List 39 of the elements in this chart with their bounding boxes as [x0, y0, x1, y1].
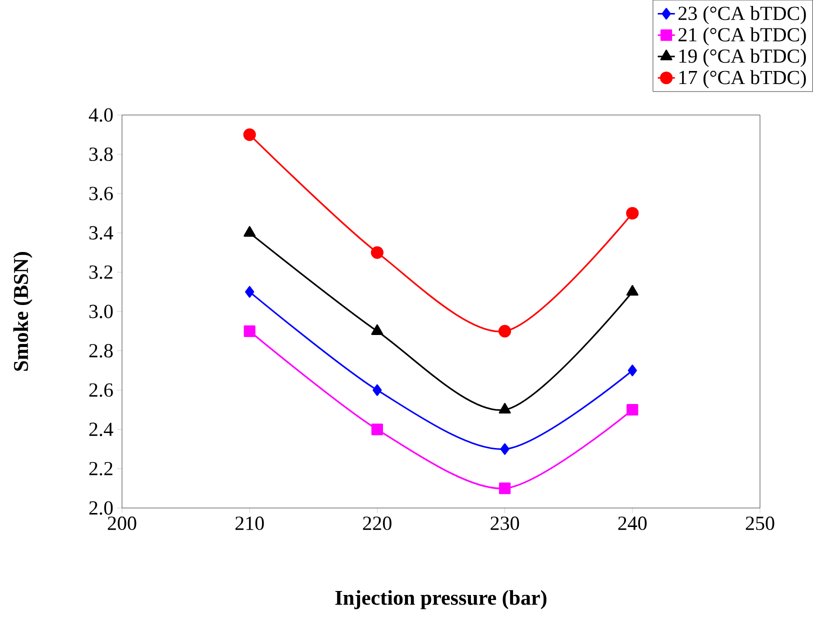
point: [500, 443, 510, 455]
legend-label: 17 (°CA bTDC): [679, 70, 806, 88]
x-axis-title: Injection pressure (bar): [335, 590, 546, 610]
y-tick-label: 3.8: [89, 148, 113, 162]
point: [626, 206, 639, 220]
point: [371, 424, 384, 436]
point: [244, 325, 256, 337]
y-tick-label: 3.2: [89, 265, 112, 279]
x-tick-label: 240: [618, 516, 647, 530]
y-tick-label: 4.0: [88, 108, 113, 122]
point: [370, 246, 384, 259]
x-tick-label: 250: [746, 516, 774, 530]
y-tick-label: 3.0: [89, 304, 113, 318]
point: [626, 404, 638, 416]
point: [245, 286, 254, 298]
y-tick-label: 3.6: [89, 186, 113, 200]
point: [243, 128, 256, 141]
point: [628, 364, 637, 376]
y-tick-label: 2.0: [89, 501, 113, 515]
y-tick-label: 3.4: [89, 226, 114, 240]
y-tick-label: 2.6: [89, 383, 113, 397]
point: [372, 384, 382, 396]
x-tick-label: 210: [235, 516, 264, 530]
x-tick-label: 200: [108, 516, 136, 530]
y-axis-title: Smoke (BSN): [13, 252, 32, 371]
legend-label: 19 (°CA bTDC): [679, 48, 806, 67]
x-tick-label: 220: [363, 516, 392, 530]
point: [626, 285, 638, 296]
point: [244, 226, 256, 237]
point: [498, 324, 512, 338]
y-tick-label: 2.4: [89, 422, 114, 436]
legend-label: 23 (°CA bTDC): [678, 6, 806, 24]
point: [499, 482, 511, 494]
y-tick-label: 2.8: [89, 344, 113, 358]
legend-label: 21 (°CA bTDC): [678, 27, 806, 46]
x-tick-label: 230: [490, 516, 520, 530]
y-tick-label: 2.2: [89, 462, 112, 476]
point: [371, 324, 384, 335]
point: [498, 402, 511, 414]
